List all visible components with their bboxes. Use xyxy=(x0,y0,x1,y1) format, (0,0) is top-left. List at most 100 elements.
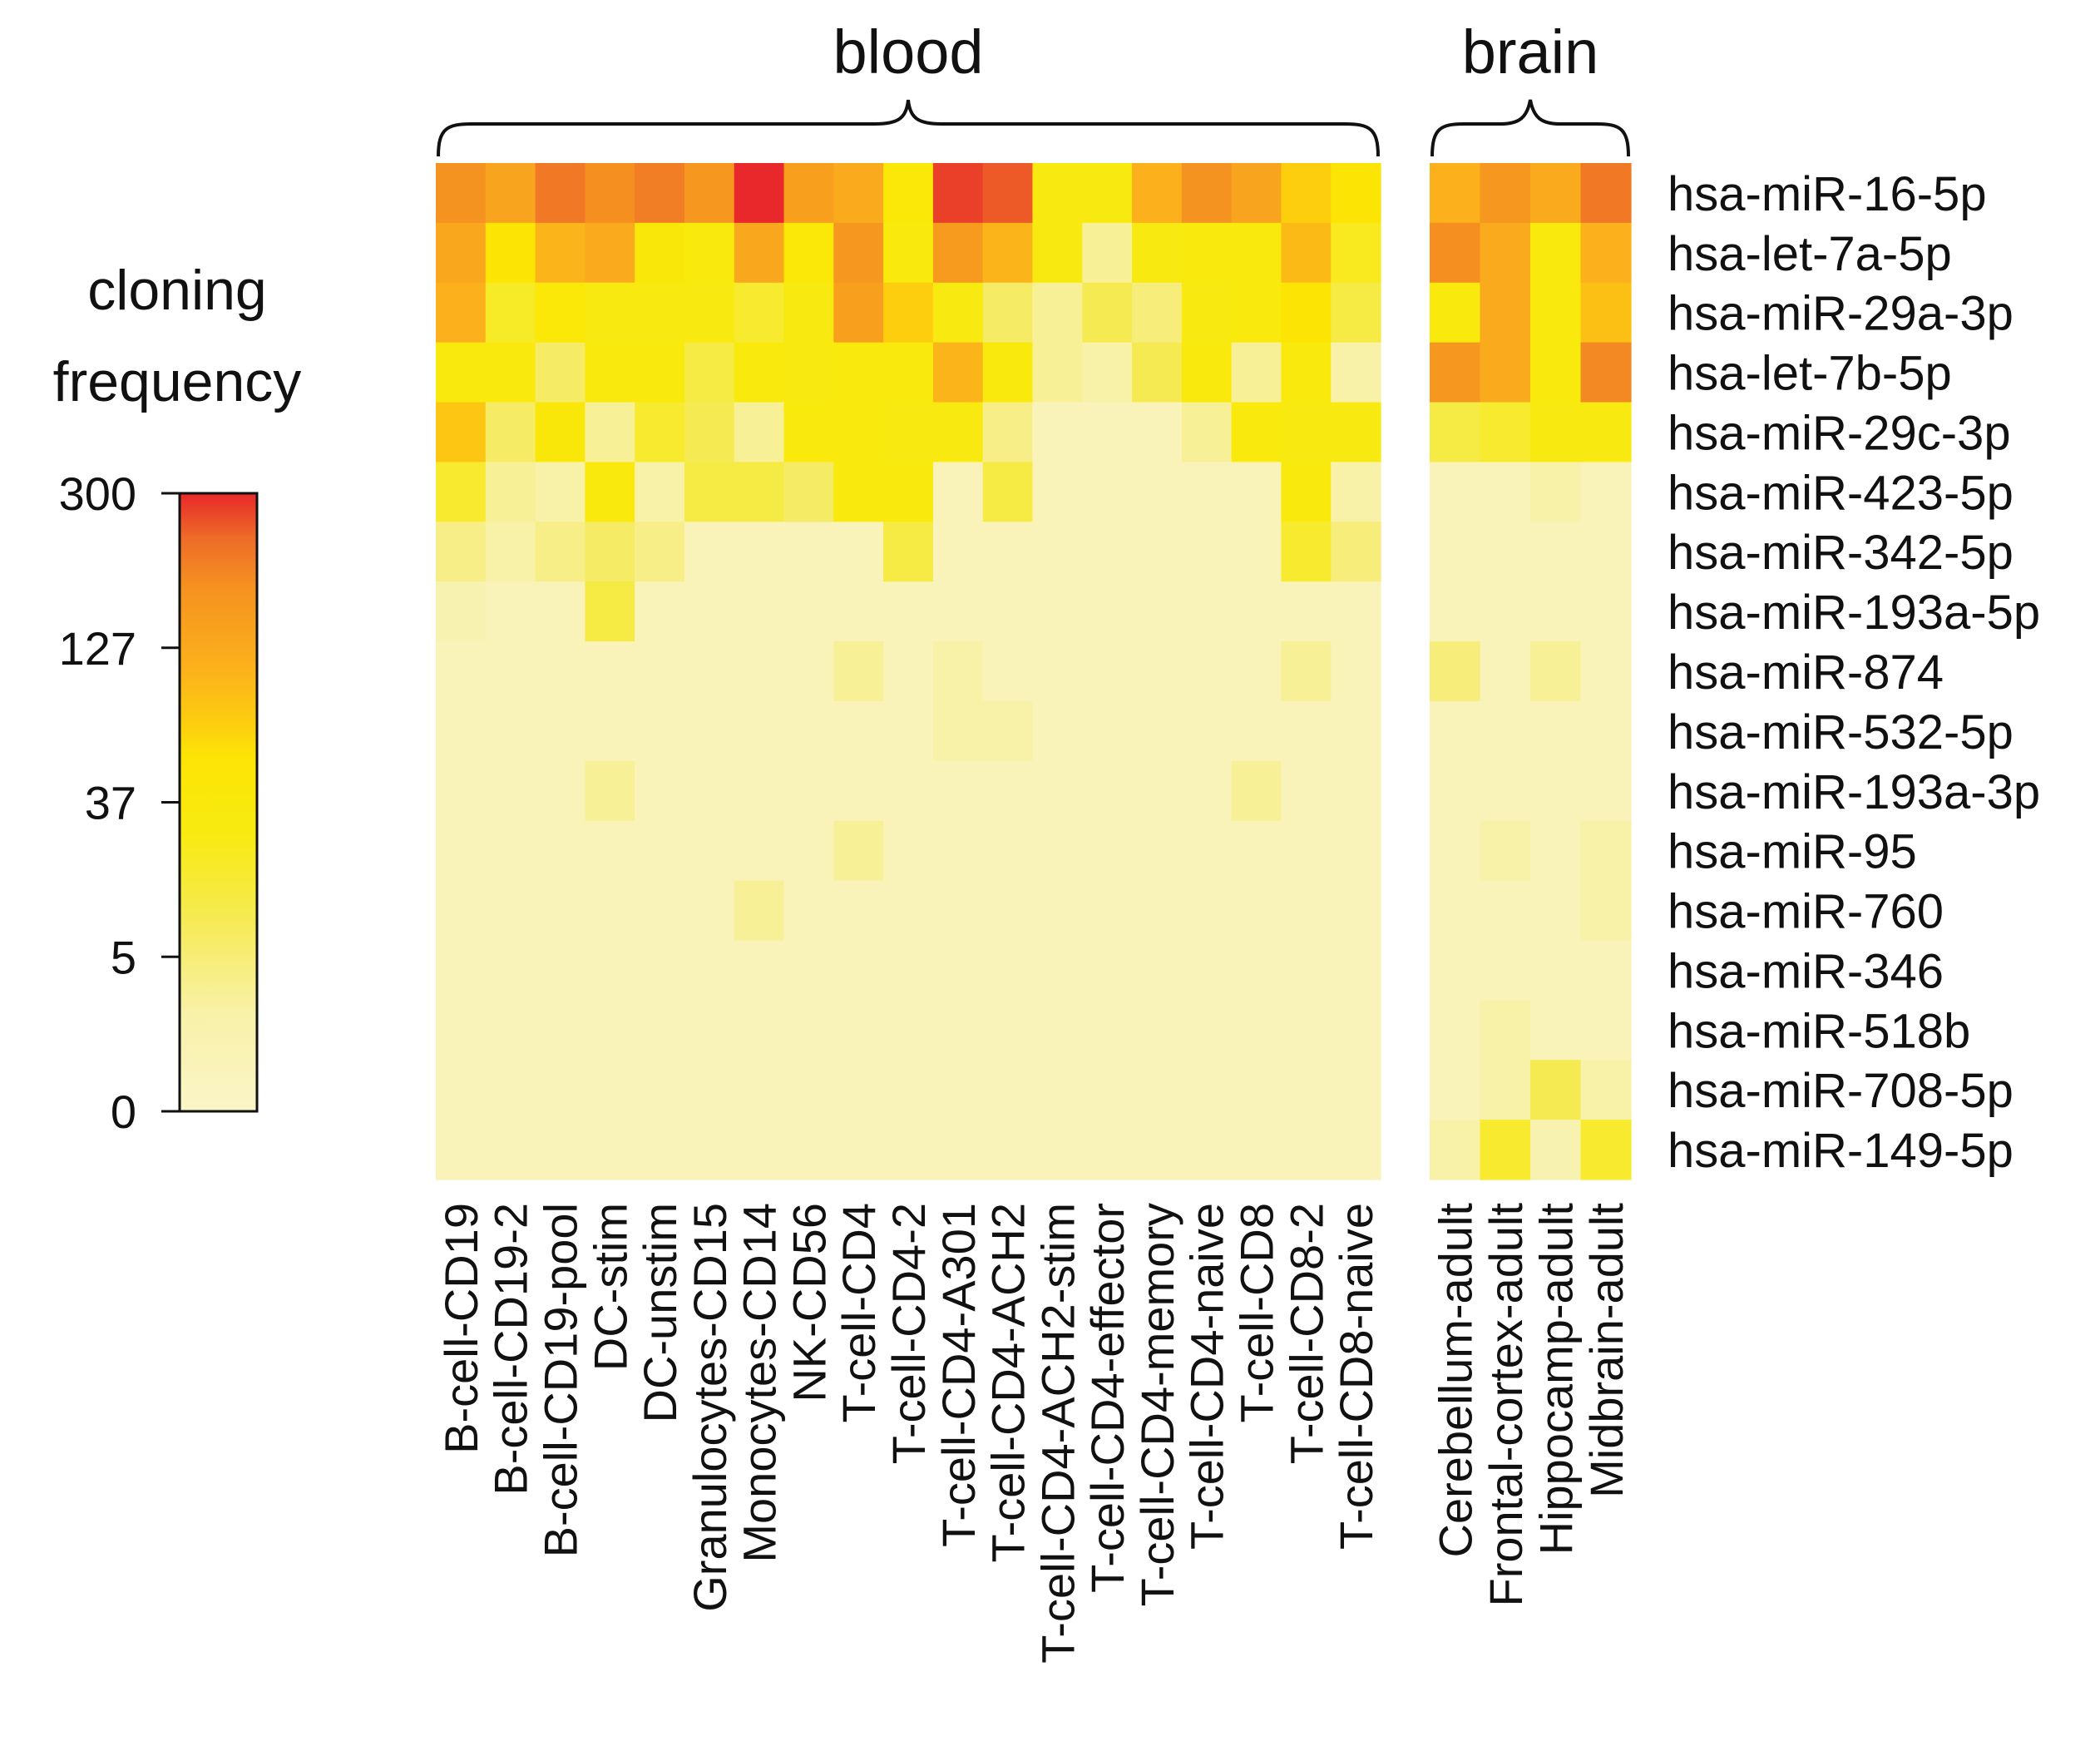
heatmap-cell-blood xyxy=(1132,1120,1183,1180)
column-label: T-cell-CD4-ACH2 xyxy=(982,1203,1035,1563)
column-label: T-cell-CD4-2 xyxy=(882,1203,935,1464)
heatmap-cell-blood xyxy=(833,163,884,224)
heatmap-blood xyxy=(436,163,1381,1180)
heatmap-cell-blood xyxy=(635,820,685,882)
heatmap-cell-brain xyxy=(1430,820,1481,882)
heatmap-cell-blood xyxy=(684,820,735,882)
column-label: T-cell-CD8-naive xyxy=(1330,1203,1382,1550)
row-label: hsa-miR-518b xyxy=(1668,1004,1970,1058)
heatmap-cell-blood xyxy=(1231,641,1282,702)
heatmap-cell-blood xyxy=(1331,641,1381,702)
heatmap-cell-blood xyxy=(485,940,536,1001)
heatmap-cell-brain xyxy=(1430,522,1481,582)
heatmap-cell-blood xyxy=(982,522,1034,582)
heatmap-cell-blood xyxy=(436,1120,487,1180)
column-label: B-cell-CD19-2 xyxy=(485,1203,537,1496)
heatmap-cell-blood xyxy=(485,1120,536,1180)
heatmap-cell-blood xyxy=(1331,1000,1381,1061)
heatmap-cell-blood xyxy=(1132,222,1183,284)
heatmap-cell-blood xyxy=(585,222,635,284)
heatmap-cell-blood xyxy=(1231,462,1282,522)
heatmap-cell-blood xyxy=(1331,1120,1381,1180)
heatmap-cell-blood xyxy=(1181,581,1233,642)
heatmap-cell-blood xyxy=(932,641,984,702)
heatmap-cell-blood xyxy=(436,1060,487,1120)
heatmap-cell-blood xyxy=(585,282,635,344)
heatmap-cell-blood xyxy=(1231,522,1282,582)
heatmap-cell-blood xyxy=(436,342,487,403)
heatmap-cell-blood xyxy=(1331,1060,1381,1120)
heatmap-cell-brain xyxy=(1480,462,1531,522)
heatmap-cell-blood xyxy=(535,342,586,403)
heatmap-cell-blood xyxy=(585,700,635,762)
heatmap-cell-blood xyxy=(1281,940,1332,1001)
heatmap-cell-blood xyxy=(535,880,586,942)
heatmap-cell-blood xyxy=(1082,1060,1133,1120)
heatmap-cell-blood xyxy=(883,1000,934,1061)
colorbar-title-line-2: frequency xyxy=(53,350,302,413)
heatmap-cell-blood xyxy=(485,581,536,642)
heatmap-cell-blood xyxy=(485,222,536,284)
heatmap-cell-blood xyxy=(932,222,984,284)
heatmap-cell-blood xyxy=(684,700,735,762)
heatmap-cell-blood xyxy=(485,522,536,582)
heatmap-cell-blood xyxy=(833,222,884,284)
heatmap-cell-brain xyxy=(1530,402,1582,463)
heatmap-cell-brain xyxy=(1430,641,1481,702)
heatmap-cell-blood xyxy=(1231,760,1282,822)
heatmap-cell-brain xyxy=(1480,1000,1531,1061)
heatmap-cell-brain xyxy=(1580,222,1632,284)
heatmap-cell-blood xyxy=(883,641,934,702)
heatmap-cell-brain xyxy=(1480,282,1531,344)
heatmap-cell-blood xyxy=(635,163,685,224)
heatmap-cell-blood xyxy=(833,880,884,942)
heatmap-cell-blood xyxy=(982,1120,1034,1180)
heatmap-cell-brain xyxy=(1430,880,1481,942)
heatmap-cell-blood xyxy=(734,462,785,522)
heatmap-cell-blood xyxy=(436,641,487,702)
heatmap-cell-blood xyxy=(1281,1000,1332,1061)
row-label: hsa-miR-29a-3p xyxy=(1668,287,2014,341)
heatmap-cell-blood xyxy=(1132,1000,1183,1061)
heatmap-cell-blood xyxy=(684,1060,735,1120)
row-label: hsa-miR-95 xyxy=(1668,825,1917,879)
heatmap-cell-brain xyxy=(1430,760,1481,822)
column-label: T-cell-CD8 xyxy=(1231,1203,1283,1422)
heatmap-cell-brain xyxy=(1530,522,1582,582)
heatmap-cell-brain xyxy=(1430,402,1481,463)
heatmap-cell-brain xyxy=(1530,462,1582,522)
colorbar-tick-label: 127 xyxy=(59,622,136,675)
heatmap-cell-blood xyxy=(1082,222,1133,284)
heatmap-cell-blood xyxy=(734,700,785,762)
heatmap-cell-blood xyxy=(535,940,586,1001)
heatmap-cell-blood xyxy=(1331,163,1381,224)
heatmap-cell-blood xyxy=(1132,940,1183,1001)
heatmap-cell-blood xyxy=(982,402,1034,463)
heatmap-cell-blood xyxy=(783,820,834,882)
heatmap-cell-brain xyxy=(1580,641,1632,702)
heatmap-cell-blood xyxy=(1331,402,1381,463)
heatmap-cell-blood xyxy=(1331,940,1381,1001)
heatmap-cell-blood xyxy=(833,700,884,762)
heatmap-cell-blood xyxy=(932,342,984,403)
colorbar-tick-label: 37 xyxy=(85,777,136,829)
heatmap-cell-blood xyxy=(932,880,984,942)
heatmap-cell-brain xyxy=(1430,342,1481,403)
row-label: hsa-miR-29c-3p xyxy=(1668,406,2011,460)
heatmap-cell-blood xyxy=(833,462,884,522)
heatmap-cell-blood xyxy=(1231,282,1282,344)
heatmap-cell-blood xyxy=(982,820,1034,882)
column-label: T-cell-CD4-effector xyxy=(1081,1203,1134,1593)
heatmap-cell-blood xyxy=(883,462,934,522)
heatmap-cell-blood xyxy=(833,402,884,463)
heatmap-cell-blood xyxy=(635,940,685,1001)
row-label: hsa-miR-760 xyxy=(1668,885,1944,939)
heatmap-cell-brain xyxy=(1430,163,1481,224)
heatmap-cell-blood xyxy=(883,163,934,224)
heatmap-cell-blood xyxy=(1032,462,1083,522)
heatmap-cell-blood xyxy=(1231,880,1282,942)
heatmap-cell-brain xyxy=(1530,820,1582,882)
heatmap-cell-blood xyxy=(833,282,884,344)
heatmap-cell-blood xyxy=(734,1060,785,1120)
heatmap-cell-blood xyxy=(436,163,487,224)
